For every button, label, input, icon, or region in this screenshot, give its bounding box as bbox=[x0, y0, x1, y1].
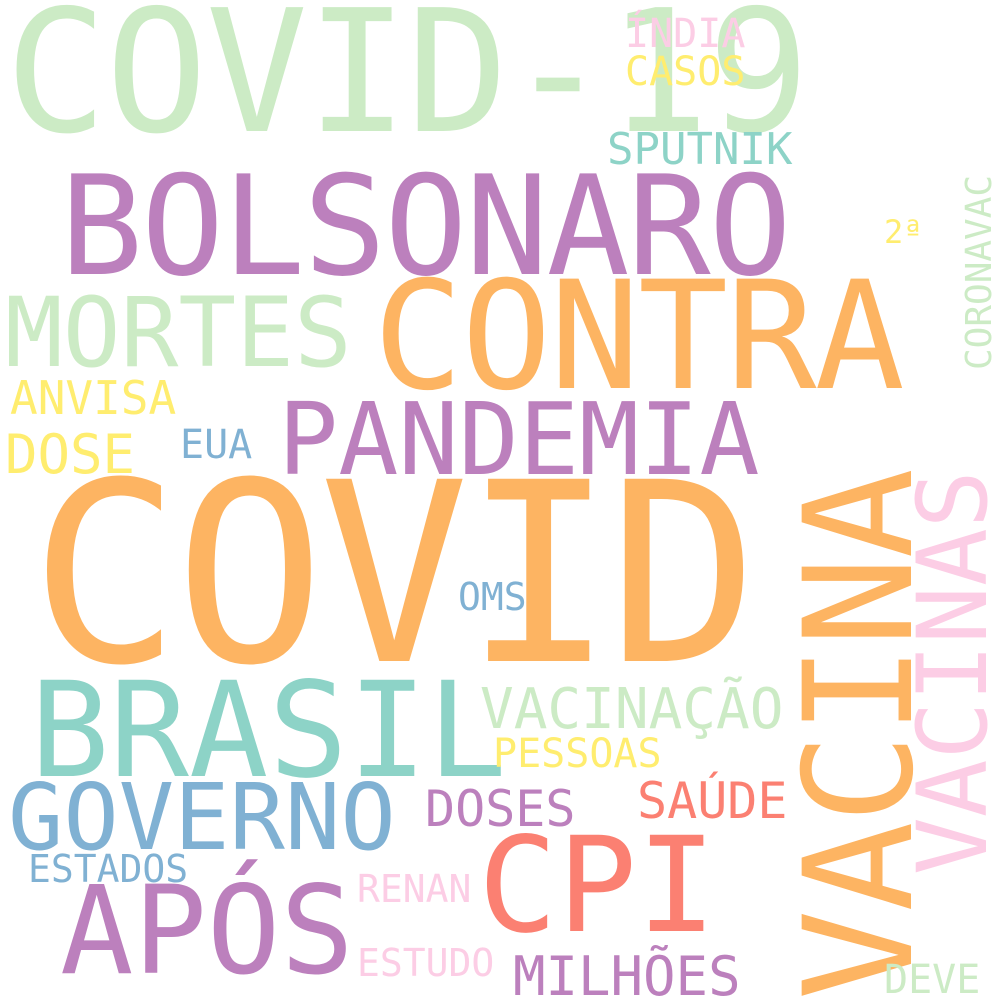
word-saude: SAÚDE bbox=[637, 772, 788, 830]
word-india: ÍNDIA bbox=[625, 11, 746, 57]
word-vacinacao: VACINAÇÃO bbox=[480, 677, 784, 742]
word-oms: OMS bbox=[458, 575, 527, 619]
word-covid-19: COVID-19 bbox=[5, 0, 810, 172]
word-apos: APÓS bbox=[60, 860, 354, 1000]
word-milhoes: MILHÕES bbox=[513, 945, 741, 1000]
word-sputnik: SPUTNIK bbox=[607, 124, 793, 175]
word-estados: ESTADOS bbox=[28, 847, 189, 891]
word-brasil: BRASIL bbox=[30, 654, 507, 808]
word-contra: CONTRA bbox=[373, 250, 905, 424]
word-cpi: CPI bbox=[478, 809, 717, 963]
word-renan: RENAN bbox=[357, 867, 472, 911]
word-eua: EUA bbox=[180, 422, 253, 468]
word-pandemia: PANDEMIA bbox=[278, 381, 760, 498]
word-dose: DOSE bbox=[5, 423, 136, 486]
word-vacina: VACINA bbox=[773, 470, 947, 1000]
word-mortes: MORTES bbox=[5, 277, 352, 389]
word-estudo: ESTUDO bbox=[357, 941, 495, 985]
word-anvisa: ANVISA bbox=[10, 371, 177, 425]
word-deve: DEVE bbox=[884, 957, 981, 1000]
word-doses: DOSES bbox=[425, 780, 576, 838]
word-casos: CASOS bbox=[625, 49, 746, 95]
word-coronavac: CORONAVAC bbox=[959, 174, 1000, 370]
word-governo: GOVERNO bbox=[8, 764, 396, 871]
word-segunda: 2ª bbox=[884, 213, 923, 251]
word-pessoas: PESSOAS bbox=[493, 731, 662, 777]
word-covid: COVID bbox=[30, 429, 759, 720]
word-bolsonaro: BOLSONARO bbox=[60, 146, 792, 307]
